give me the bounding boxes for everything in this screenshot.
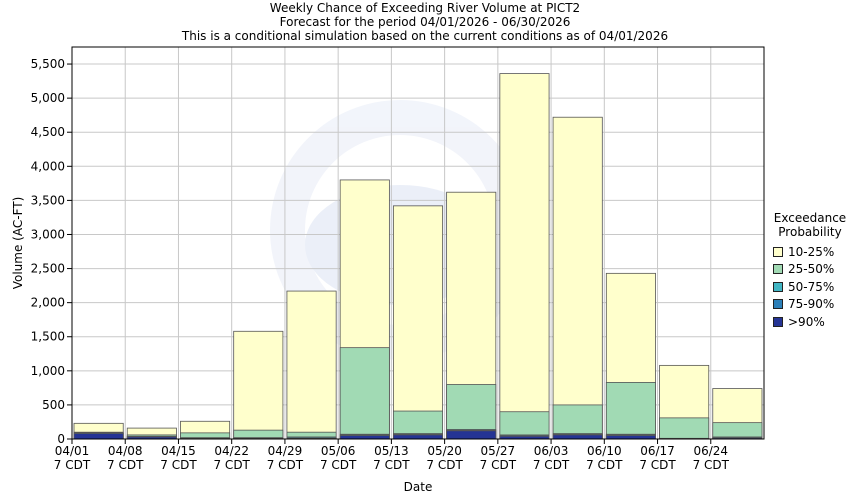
legend-item-75-90: 75-90% [770,296,850,314]
x-tick-label-time: 7 CDT [480,458,517,472]
x-tick-label-date: 06/03 [534,444,569,458]
x-tick-label-date: 04/22 [214,444,249,458]
y-axis-ticks: 0 500 1,000 1,500 2,000 2,500 3,000 3,500 4,000 4… [31,57,72,446]
y-tick-label: 3,000 [31,227,65,241]
x-tick-label-time: 7 CDT [373,458,410,472]
y-tick-label: 1,000 [31,364,65,378]
x-tick-label-date: 05/13 [374,444,409,458]
chart-subtitle: Forecast for the period 04/01/2026 - 06/… [280,15,571,29]
legend-swatch [773,316,783,327]
bar-10-25-05-27 [499,73,550,440]
x-tick-label-date: 05/06 [321,444,356,458]
bar-90-05-06 [339,435,390,440]
legend-title-line-1: Exceedance [773,211,847,225]
y-axis-label: Volume (AC-FT) [11,197,25,290]
plot-frame [71,46,765,440]
bar-90-04-01 [73,433,124,440]
bar-10-25-04-29 [286,290,337,440]
bar-25-50-05-27 [499,411,550,440]
y-tick-label: 5,000 [31,91,65,105]
legend-label: 75-90% [788,297,835,312]
y-tick-label: 3,500 [31,193,65,207]
legend-item-gt90: >90% [770,313,850,331]
bar-25-50-06-24 [712,422,763,440]
bar-90-06-10 [605,435,656,440]
legend-item-50-75: 50-75% [770,278,850,296]
x-tick-label-date: 05/20 [427,444,462,458]
x-tick-label-date: 04/29 [268,444,303,458]
chart-title: Weekly Chance of Exceeding River Volume … [270,1,580,15]
x-tick-label-date: 04/08 [108,444,143,458]
x-tick-label-time: 7 CDT [586,458,623,472]
x-tick-label-date: 04/01 [55,444,90,458]
y-tick-label: 2,500 [31,262,65,276]
bar-90-05-13 [392,434,444,440]
x-tick-label-time: 7 CDT [320,458,357,472]
legend-title-line-2: Probability [778,225,842,239]
legend-swatch [773,281,783,292]
legend-swatch [773,264,783,275]
x-axis-label: Date [404,480,433,494]
x-tick-label-date: 06/17 [640,444,675,458]
legend-item-25-50: 25-50% [770,261,850,279]
bar-25-50-06-17 [659,417,710,440]
bar-10-25-04-22 [233,330,284,440]
x-tick-label-date: 04/15 [161,444,196,458]
x-tick-label-time: 7 CDT [426,458,463,472]
legend-item-10-25: 10-25% [770,243,850,261]
y-tick-label: 4,500 [31,125,65,139]
x-tick-label-time: 7 CDT [639,458,676,472]
x-tick-label-date: 05/27 [481,444,516,458]
x-tick-label-time: 7 CDT [160,458,197,472]
legend-label: 25-50% [788,262,835,277]
y-tick-label: 1,500 [31,330,65,344]
y-tick-label: 4,000 [31,159,65,173]
y-tick-label: 0 [57,432,65,446]
y-tick-label: 5,500 [31,57,65,71]
bar-10-25-06-03 [552,116,603,440]
bar-25-50-06-10 [605,382,656,440]
legend-label: 10-25% [788,244,835,259]
x-tick-label-time: 7 CDT [267,458,304,472]
bar-90-06-03 [552,434,603,440]
y-tick-label: 500 [42,398,65,412]
bar-90-05-20 [446,430,497,440]
x-tick-label-time: 7 CDT [107,458,144,472]
legend-swatch [773,246,783,257]
legend: Exceedance Probability 10-25% 25-50% 50-… [770,211,850,331]
x-tick-label-time: 7 CDT [533,458,570,472]
x-tick-label-time: 7 CDT [693,458,730,472]
x-tick-label-date: 06/24 [693,444,728,458]
bar-10-25-05-13 [392,205,444,440]
y-tick-label: 2,000 [31,296,65,310]
legend-label: 50-75% [788,279,835,294]
chart-subtitle-conditions: This is a conditional simulation based o… [181,29,668,43]
legend-swatch [773,299,783,310]
bar-25-50-05-06 [339,347,390,440]
legend-title: Exceedance Probability [770,211,850,239]
x-tick-label-time: 7 CDT [213,458,250,472]
x-tick-label-time: 7 CDT [54,458,91,472]
x-tick-label-date: 06/10 [587,444,622,458]
legend-label: >90% [788,314,825,329]
